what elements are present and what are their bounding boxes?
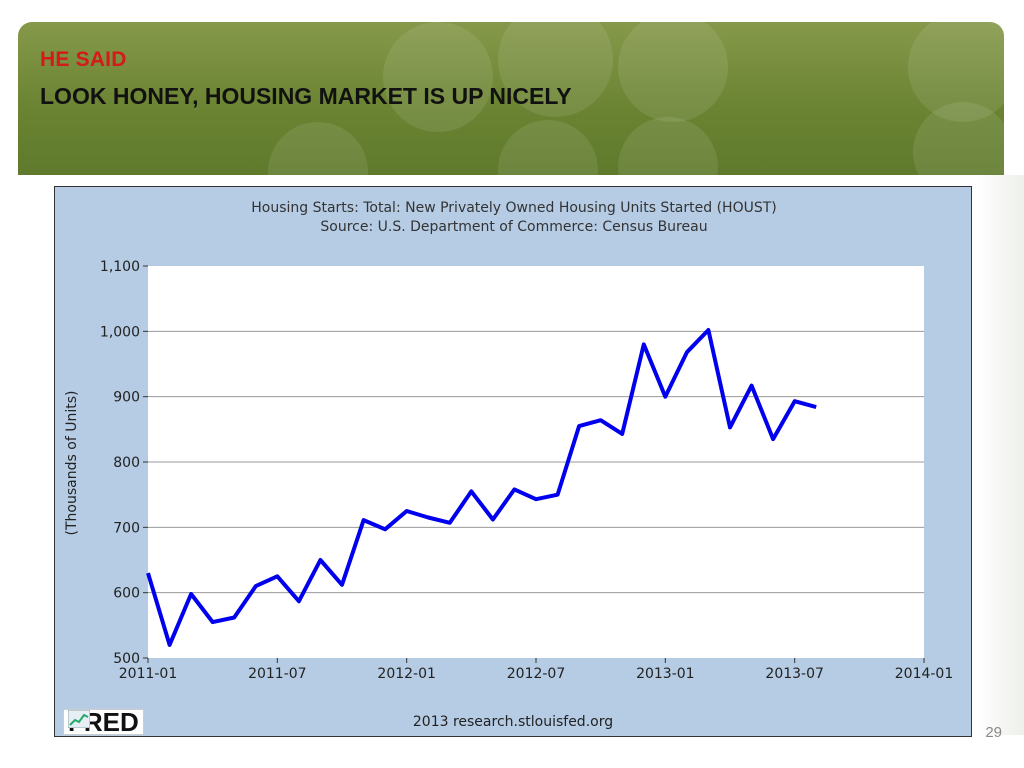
slide-subtitle: HE SAID [40,48,127,71]
fred-chart-icon [68,710,90,728]
header-decor-circle [498,22,613,117]
header-decor-circle [908,22,1004,122]
x-tick-label: 2012-01 [377,666,436,682]
fred-logo: FRED [63,709,144,735]
page-number: 29 [985,724,1002,741]
header-decor-circle [383,22,493,132]
x-tick-label: 2014-01 [895,666,954,682]
y-tick-label: 1,100 [100,259,140,275]
chart-frame: Housing Starts: Total: New Privately Own… [54,186,972,737]
x-tick-label: 2011-07 [248,666,307,682]
y-tick-label: 1,000 [100,324,140,340]
series-line [146,328,817,647]
slide-title: LOOK HONEY, HOUSING MARKET IS UP NICELY [40,83,572,109]
y-tick-label: 600 [113,586,140,602]
header-decor-circle [618,117,718,175]
y-tick-label: 800 [113,455,140,471]
header-decor-circle [268,122,368,175]
header-decor-circle [913,102,1004,175]
housing-starts-chart: Housing Starts: Total: New Privately Own… [64,200,954,682]
chart-subtitle: Source: U.S. Department of Commerce: Cen… [320,219,707,235]
header-decor-circle [618,22,728,122]
slide-header [18,22,1004,175]
y-axis-label: (Thousands of Units) [64,391,80,536]
chart-title: Housing Starts: Total: New Privately Own… [251,200,777,216]
y-tick-label: 500 [113,651,140,667]
x-tick-label: 2012-07 [507,666,566,682]
x-tick-label: 2011-01 [119,666,178,682]
header-decor-circle [498,120,598,175]
y-tick-label: 900 [113,390,140,406]
chart-credit: 2013 research.stlouisfed.org [412,714,614,730]
x-tick-label: 2013-01 [636,666,695,682]
y-tick-label: 700 [113,520,140,536]
side-decoration [976,175,1024,735]
x-tick-label: 2013-07 [765,666,824,682]
